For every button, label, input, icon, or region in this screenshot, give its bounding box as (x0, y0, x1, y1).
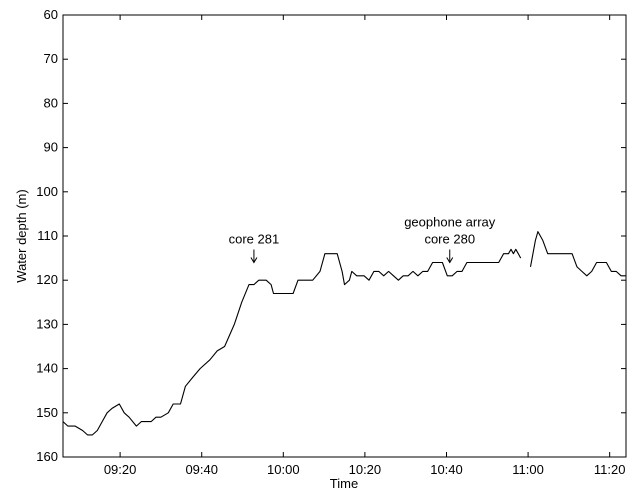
x-tick-label: 09:20 (104, 462, 137, 477)
annotations: core 281 geophone array core 280 (229, 215, 496, 264)
y-axis: 60 70 80 90 100 110 120 130 140 150 160 (36, 7, 626, 464)
y-tick-label: 140 (36, 361, 58, 376)
annotation-label: core 281 (229, 232, 280, 247)
y-tick-label: 100 (36, 184, 58, 199)
plot-frame (62, 14, 627, 458)
y-axis-label: Water depth (m) (14, 189, 29, 282)
y-tick-label: 80 (44, 95, 58, 110)
y-tick-label: 120 (36, 272, 58, 287)
y-tick-label: 150 (36, 405, 58, 420)
y-tick-label: 160 (36, 449, 58, 464)
series-layer (62, 231, 626, 436)
x-axis-label: Time (330, 476, 358, 491)
x-tick-label: 10:40 (430, 462, 463, 477)
y-tick-label: 70 (44, 51, 58, 66)
depth-series-line (529, 231, 626, 277)
y-tick-label: 60 (44, 7, 58, 22)
y-tick-label: 90 (44, 140, 58, 155)
y-tick-label: 130 (36, 316, 58, 331)
x-tick-label: 11:20 (594, 462, 626, 477)
annotation-label: core 280 (424, 232, 475, 247)
depth-series-line (62, 248, 522, 436)
annotation-arrowhead (446, 257, 454, 264)
x-tick-label: 09:40 (185, 462, 218, 477)
x-tick-label: 10:00 (267, 462, 300, 477)
annotation-label: geophone array (404, 215, 496, 230)
x-tick-label: 11:00 (512, 462, 544, 477)
annotation-arrowhead (250, 257, 258, 264)
x-axis: 09:20 09:40 10:00 10:20 10:40 11:00 11:20 (104, 15, 626, 477)
x-tick-label: 10:20 (349, 462, 382, 477)
y-tick-label: 110 (37, 228, 58, 243)
